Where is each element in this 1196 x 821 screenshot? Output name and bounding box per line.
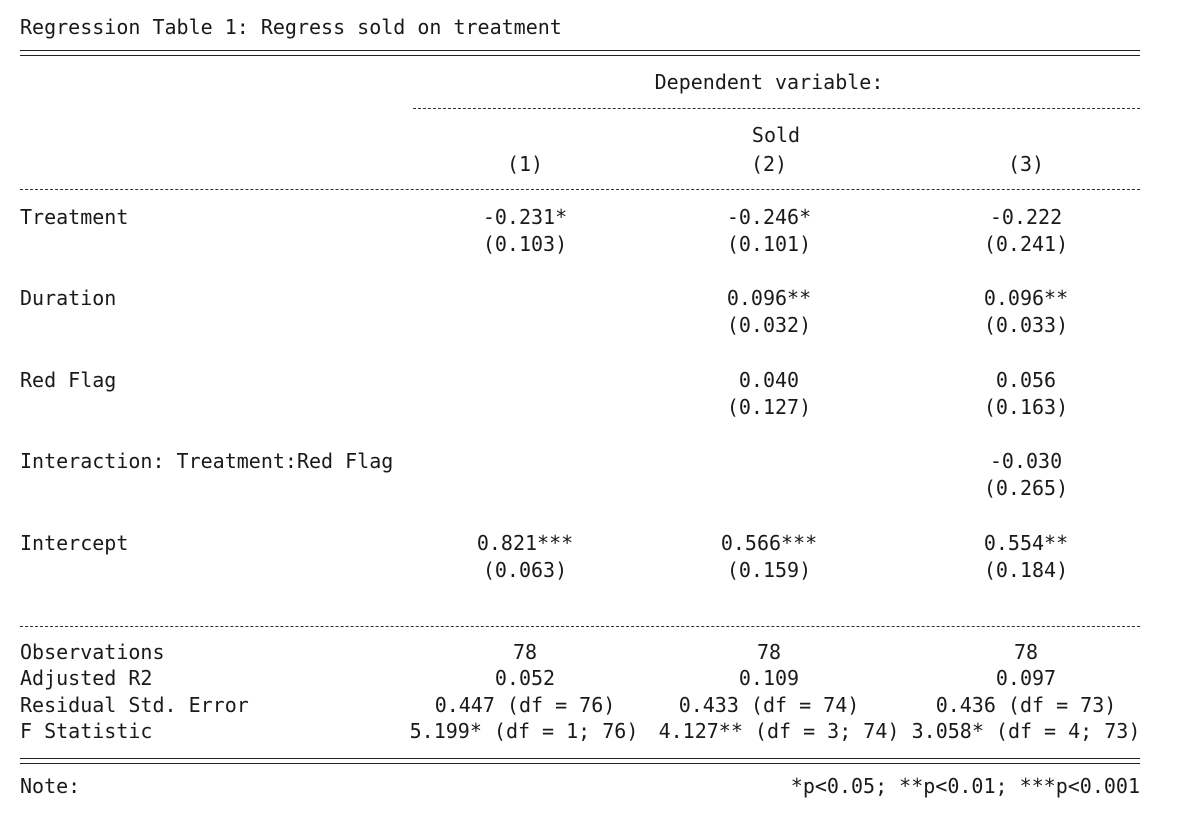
row-label-duration: Duration <box>20 286 117 310</box>
stat-cell: 0.097 <box>995 666 1057 690</box>
dependent-variable-label: Dependent variable: <box>654 70 884 94</box>
note-label: Note: <box>20 774 81 798</box>
coef-cell: -0.030 <box>989 449 1063 473</box>
stat-cell: 0.447 (df = 76) <box>434 693 616 717</box>
stat-cell: 0.433 (df = 74) <box>678 693 860 717</box>
coef-cell: -0.222 <box>989 205 1063 229</box>
coef-cell: 0.056 <box>995 368 1057 392</box>
coef-cell: 0.096** <box>983 286 1069 310</box>
se-cell: (0.163) <box>983 395 1069 419</box>
stat-label-f-statistic: F Statistic <box>20 719 153 743</box>
stat-cell: 0.436 (df = 73) <box>935 693 1117 717</box>
se-cell: (0.103) <box>482 232 568 256</box>
se-cell: (0.101) <box>726 232 812 256</box>
dependent-variable-name: Sold <box>751 123 801 147</box>
se-cell: (0.184) <box>983 558 1069 582</box>
stat-cell: 3.058* (df = 4; 73) <box>911 719 1141 743</box>
se-cell: (0.032) <box>726 313 812 337</box>
stat-cell: 78 <box>512 640 538 664</box>
coef-cell: -0.231* <box>482 205 568 229</box>
column-header-3: (3) <box>1007 152 1045 176</box>
column-header-2: (2) <box>750 152 788 176</box>
se-cell: (0.159) <box>726 558 812 582</box>
column-header-1: (1) <box>506 152 544 176</box>
stat-cell: 78 <box>756 640 782 664</box>
stat-label-adjusted-r2: Adjusted R2 <box>20 666 153 690</box>
se-cell: (0.241) <box>983 232 1069 256</box>
stat-cell: 4.127** (df = 3; 74) <box>658 719 900 743</box>
row-label-intercept: Intercept <box>20 531 129 555</box>
bottom-double-rule <box>20 758 1140 764</box>
significance-note: *p<0.05; **p<0.01; ***p<0.001 <box>790 774 1140 798</box>
top-double-rule <box>20 50 1140 56</box>
stat-cell: 5.199* (df = 1; 76) <box>409 719 639 743</box>
coef-cell: 0.096** <box>726 286 812 310</box>
body-dashed-rule-top <box>20 189 1140 190</box>
se-cell: (0.063) <box>482 558 568 582</box>
stat-cell: 0.109 <box>738 666 800 690</box>
se-cell: (0.127) <box>726 395 812 419</box>
se-cell: (0.265) <box>983 476 1069 500</box>
coef-cell: 0.040 <box>738 368 800 392</box>
coef-cell: 0.821*** <box>476 531 574 555</box>
coef-cell: 0.554** <box>983 531 1069 555</box>
row-label-treatment: Treatment <box>20 205 129 229</box>
coef-cell: 0.566*** <box>720 531 818 555</box>
stat-cell: 0.052 <box>494 666 556 690</box>
stat-cell: 78 <box>1013 640 1039 664</box>
row-label-red-flag: Red Flag <box>20 368 117 392</box>
stat-label-residual-std-error: Residual Std. Error <box>20 693 249 717</box>
header-dashed-rule <box>413 108 1140 109</box>
table-title: Regression Table 1: Regress sold on trea… <box>20 15 562 39</box>
se-cell: (0.033) <box>983 313 1069 337</box>
stat-label-observations: Observations <box>20 640 165 664</box>
row-label-interaction: Interaction: Treatment:Red Flag <box>20 449 394 473</box>
body-dashed-rule-bottom <box>20 626 1140 627</box>
coef-cell: -0.246* <box>726 205 812 229</box>
